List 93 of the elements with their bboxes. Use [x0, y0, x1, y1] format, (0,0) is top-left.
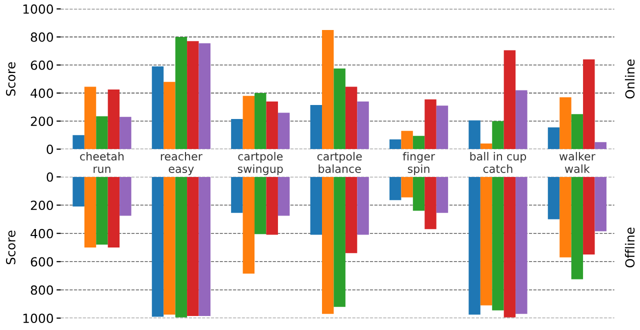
bar	[594, 176, 606, 232]
bar	[468, 176, 480, 315]
bar	[84, 176, 96, 248]
bar	[72, 176, 84, 207]
y-axis-title: Score	[6, 62, 16, 96]
bar	[412, 176, 425, 211]
x-tick-label: cheetah run	[80, 152, 124, 173]
y-tick-label: 800	[30, 32, 54, 42]
bar	[424, 176, 436, 230]
bar	[108, 176, 120, 248]
bar	[187, 176, 199, 316]
bar	[424, 99, 436, 150]
y-tick-label: 1000	[23, 314, 54, 324]
bar	[357, 176, 369, 235]
bar	[254, 176, 266, 234]
bar	[583, 176, 595, 255]
bar	[164, 82, 176, 150]
bar	[436, 176, 448, 213]
bar	[322, 30, 334, 150]
bar	[266, 101, 278, 150]
bar	[108, 90, 120, 150]
y-axis-title: Score	[6, 230, 16, 264]
bar	[548, 176, 560, 220]
bar	[516, 90, 528, 150]
y-tick-label: 0	[46, 172, 54, 182]
y2-axis-title: Online	[624, 60, 635, 98]
x-tick-label: ball in cup catch	[470, 152, 526, 173]
y-tick-label: 200	[30, 200, 54, 210]
bar	[571, 114, 584, 150]
y-tick-label: 0	[46, 144, 54, 154]
bar	[84, 86, 96, 150]
bar	[560, 97, 572, 150]
bar	[436, 106, 448, 150]
bar	[516, 176, 528, 314]
bar	[560, 176, 572, 258]
bar	[468, 120, 480, 150]
x-tick-label: cartpole balance	[317, 152, 362, 173]
bar	[322, 176, 334, 314]
bar	[198, 43, 210, 150]
bar	[412, 136, 425, 150]
bar	[254, 93, 266, 150]
y-tick-label: 200	[30, 116, 54, 126]
bar	[175, 36, 188, 150]
bar	[120, 116, 132, 150]
bar	[334, 176, 346, 307]
bar	[266, 176, 278, 235]
bar	[492, 121, 504, 150]
bar	[401, 176, 413, 198]
x-tick-label: cartpole swingup	[238, 152, 283, 176]
y-tick-label: 800	[30, 285, 54, 295]
bar	[242, 96, 255, 150]
y2-axis-title: Offline	[624, 228, 635, 268]
bar	[345, 86, 358, 150]
bar	[96, 116, 108, 150]
bar	[278, 176, 290, 216]
bar	[401, 130, 413, 150]
bar	[152, 176, 164, 317]
x-tick-label: reacher easy	[160, 152, 202, 176]
y-tick-label: 600	[30, 60, 54, 70]
bar	[594, 142, 606, 150]
y-tick-label: 400	[30, 88, 54, 98]
bar	[152, 66, 164, 150]
bar	[389, 176, 402, 200]
y-tick-label: 600	[30, 257, 54, 267]
bar	[278, 112, 290, 150]
bar	[96, 176, 108, 245]
bar	[504, 176, 516, 318]
bar	[492, 176, 504, 310]
bar	[231, 119, 243, 150]
bar	[198, 176, 210, 316]
bar	[504, 50, 516, 150]
y-tick-label: 400	[30, 228, 54, 238]
bar	[164, 176, 176, 315]
bar	[310, 176, 322, 235]
x-tick-label: finger spin	[402, 152, 436, 176]
x-tick-label: walker walk	[559, 152, 596, 173]
bar	[231, 176, 243, 213]
bar	[389, 139, 402, 150]
bar	[72, 135, 84, 150]
bar	[120, 176, 132, 216]
bar	[334, 68, 346, 150]
bar	[357, 101, 369, 150]
bar	[480, 144, 492, 150]
bar	[345, 176, 358, 254]
bar	[571, 176, 584, 280]
bar	[175, 176, 188, 318]
bar	[583, 59, 595, 150]
bar	[548, 127, 560, 150]
bar	[310, 104, 322, 150]
bar	[480, 176, 492, 306]
bar	[242, 176, 255, 274]
bar	[187, 41, 199, 150]
y-tick-label: 1000	[23, 4, 54, 14]
